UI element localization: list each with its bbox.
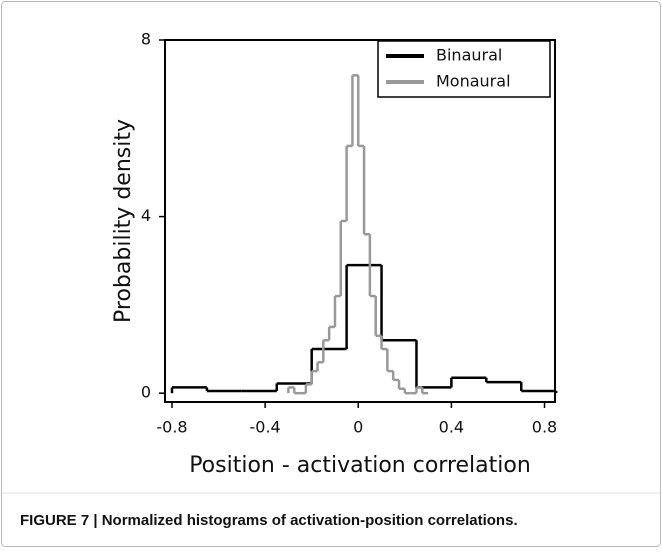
- x-tick-label: -0.8: [156, 418, 187, 437]
- caption: FIGURE 7 | Normalized histograms of acti…: [20, 512, 518, 529]
- x-tick-label: -0.4: [250, 418, 281, 437]
- y-axis-label: Probability density: [111, 119, 136, 323]
- x-axis-label: Position - activation correlation: [189, 453, 531, 478]
- legend-box: [377, 40, 551, 98]
- legend-label: Binaural: [436, 46, 502, 65]
- x-tick-label: 0: [353, 418, 363, 437]
- plot-frame: [164, 39, 556, 403]
- legend-label: Monaural: [436, 72, 511, 91]
- y-tick-label: 8: [141, 30, 151, 49]
- x-tick-label: 0.4: [439, 418, 464, 437]
- x-tick-label: 0.8: [532, 418, 557, 437]
- y-tick-label: 4: [141, 206, 151, 225]
- y-tick-label: 0: [141, 383, 151, 402]
